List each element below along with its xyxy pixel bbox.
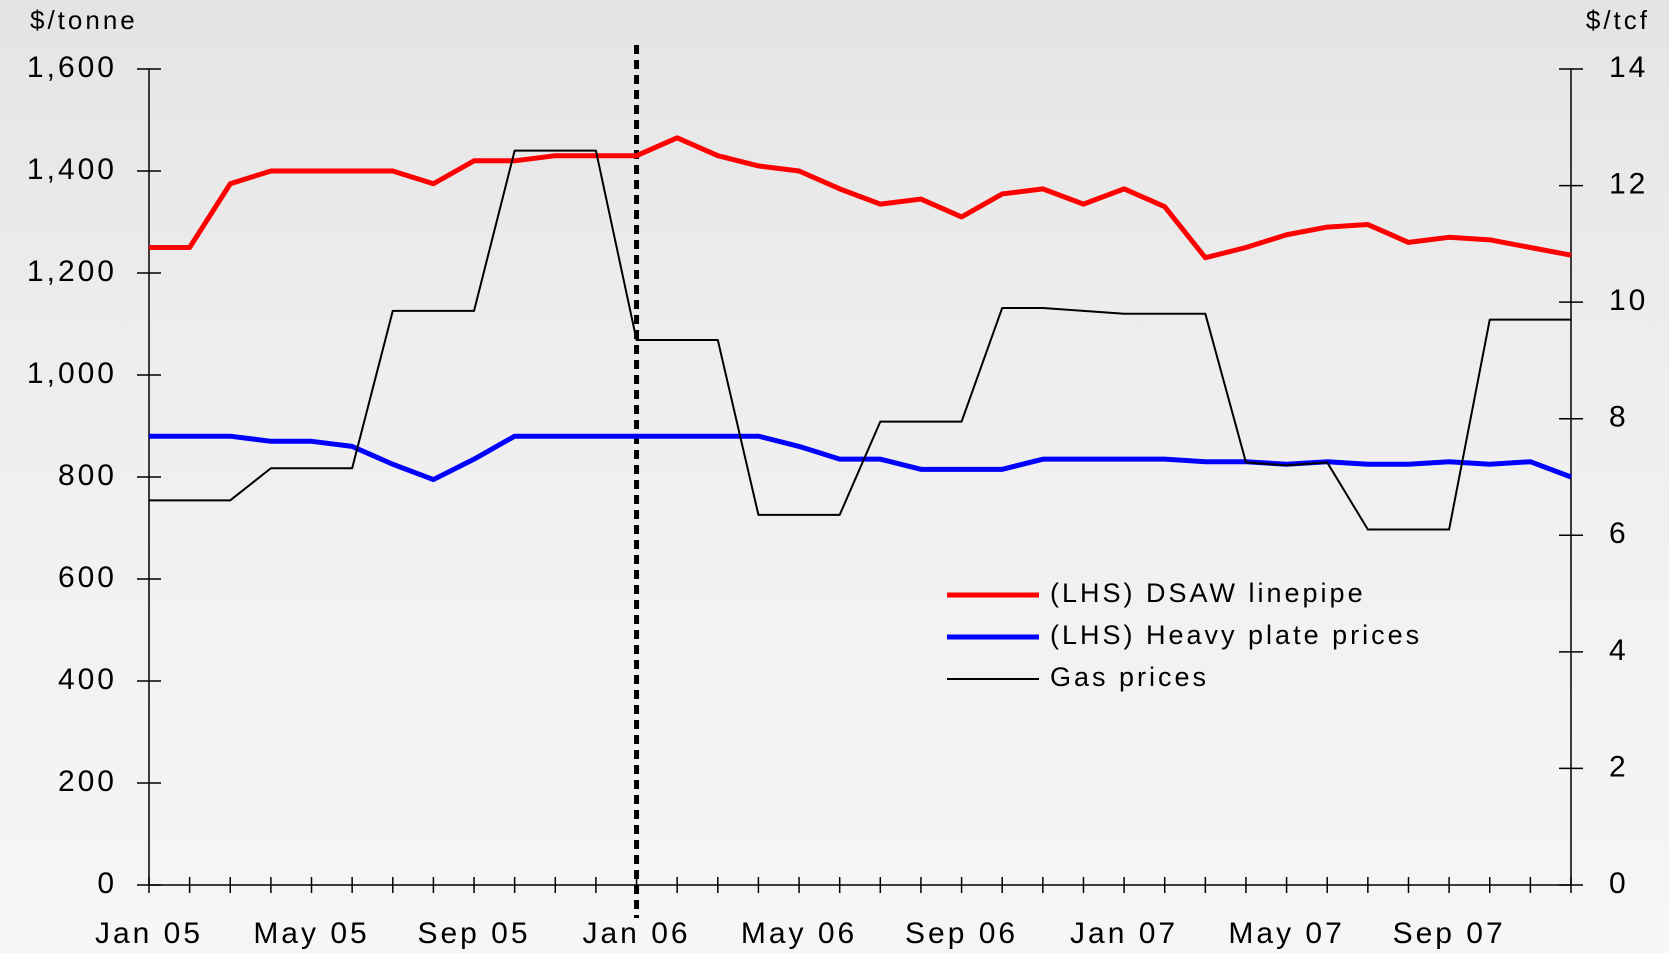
y-tick-label: 1,200 [27, 255, 117, 288]
y2-tick-label: 12 [1609, 167, 1648, 200]
y-tick-label: 1,400 [27, 153, 117, 186]
series-line [149, 433, 1572, 483]
y-tick-label: 600 [58, 561, 117, 594]
y2-tick-label: 6 [1609, 517, 1629, 550]
x-tick-label: Sep 06 [905, 917, 1018, 950]
x-tick-label: May 06 [741, 917, 857, 950]
y2-tick-label: 2 [1609, 750, 1629, 783]
y2-tick-label: 10 [1609, 284, 1648, 317]
y2-tick-label: 14 [1609, 51, 1648, 84]
series-line [149, 135, 1572, 261]
x-tick-label: May 05 [253, 917, 369, 950]
y-tick-label: 1,000 [27, 357, 117, 390]
y2-tick-label: 8 [1609, 401, 1629, 434]
y-tick-label: 800 [58, 459, 117, 492]
series-line [149, 149, 1571, 531]
y-tick-label: 0 [97, 867, 117, 900]
x-tick-label: Sep 07 [1393, 917, 1506, 950]
y2-tick-label: 0 [1609, 867, 1629, 900]
legend-label: Gas prices [1050, 662, 1209, 692]
y-tick-label: 1,600 [27, 51, 117, 84]
y2-axis-label: $/tcf [1586, 5, 1650, 35]
y-tick-label: 200 [58, 765, 117, 798]
x-tick-label: Jan 05 [95, 917, 203, 950]
x-tick-label: Jan 07 [1070, 917, 1178, 950]
y-axis-label: $/tonne [30, 5, 138, 35]
y2-tick-label: 4 [1609, 634, 1629, 667]
legend-label: (LHS) Heavy plate prices [1050, 620, 1422, 650]
x-tick-label: Jan 06 [583, 917, 691, 950]
legend-label: (LHS) DSAW linepipe [1050, 578, 1366, 608]
y-tick-label: 400 [58, 663, 117, 696]
x-tick-label: May 07 [1228, 917, 1344, 950]
x-tick-label: Sep 05 [417, 917, 530, 950]
